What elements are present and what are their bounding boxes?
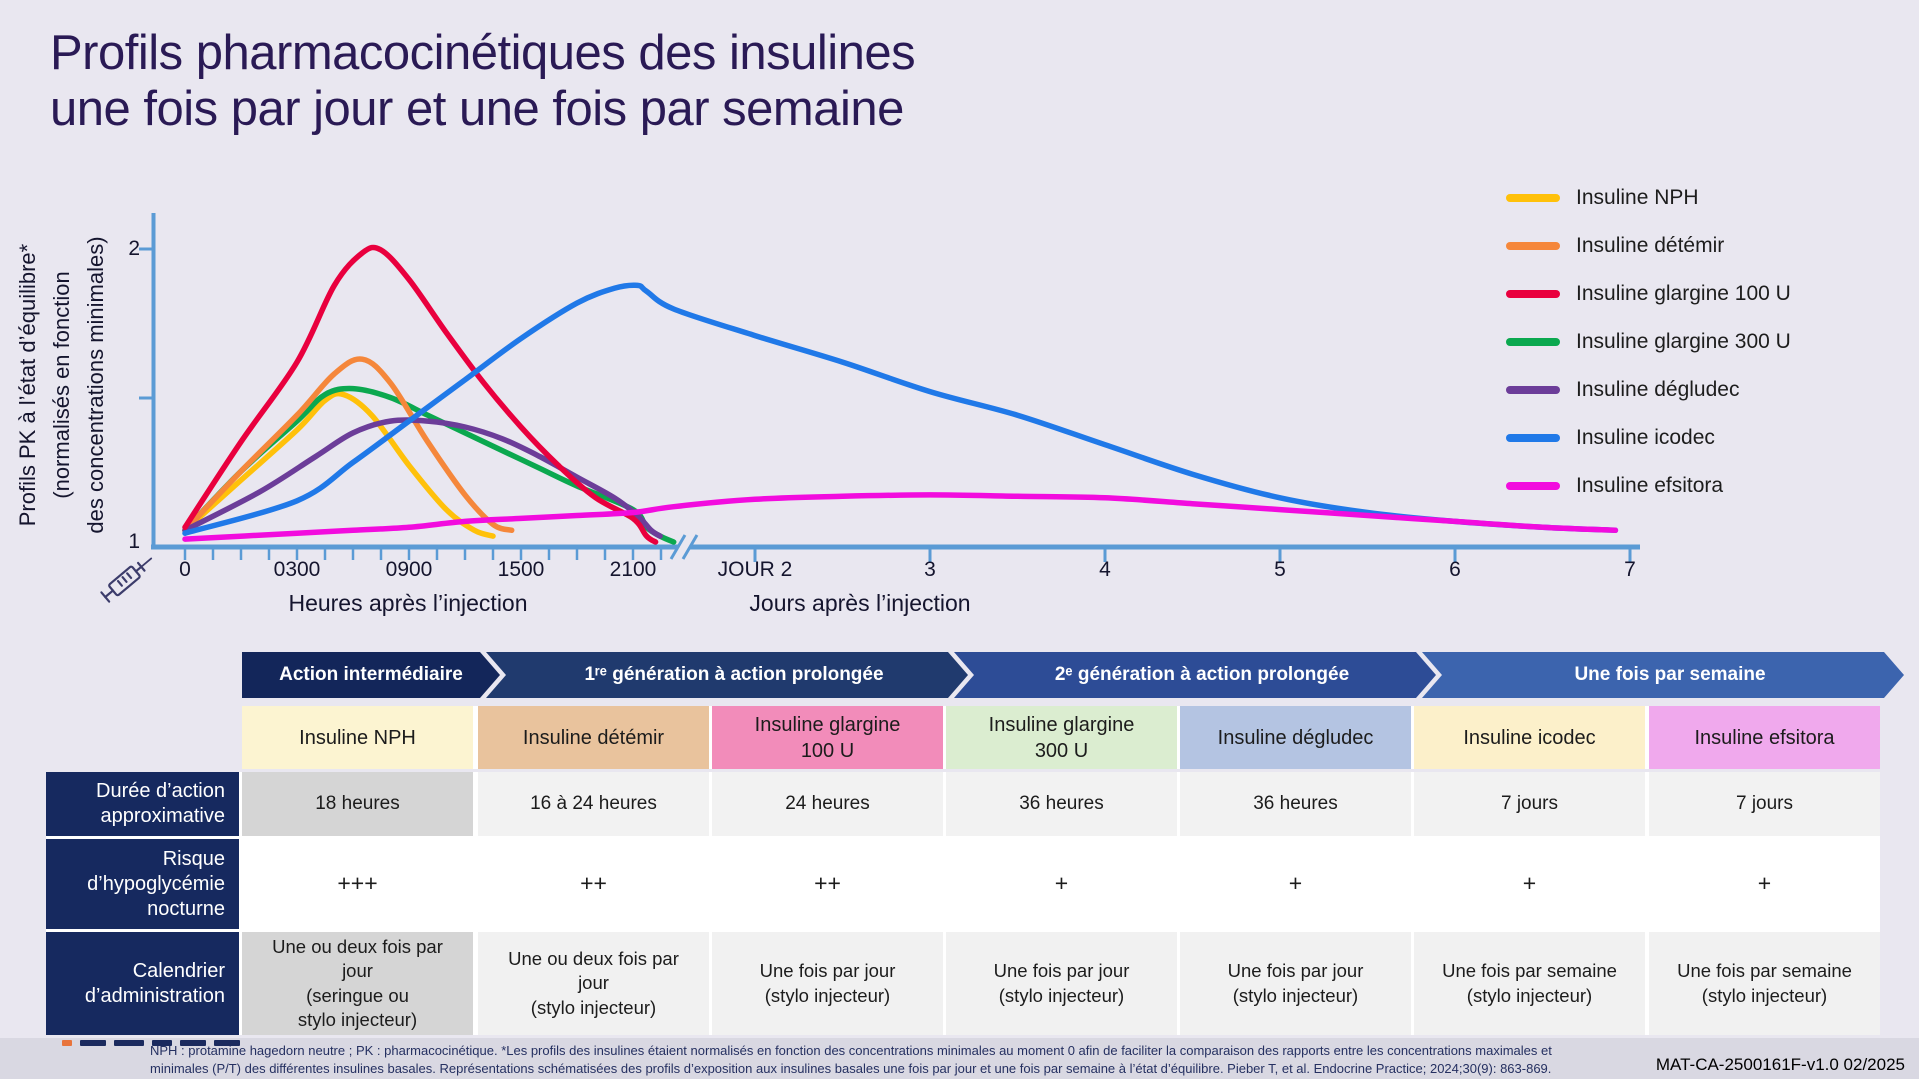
schedule-glargine300: Une fois par jour (stylo injecteur) (946, 932, 1177, 1035)
x-tick-0900: 0900 (385, 558, 433, 581)
col-header-efsitora: Insuline efsitora (1649, 706, 1880, 769)
legend-item-icodec: Insuline icodec (1506, 414, 1906, 462)
risk-icodec: + (1522, 870, 1537, 897)
curve-insuline-nph (182, 390, 496, 539)
col-header-degludec: Insuline dégludec (1180, 706, 1411, 769)
axis-break-slash (669, 534, 687, 560)
legend-item-nph: Insuline NPH (1506, 174, 1906, 222)
curve-insuline-glargine-100-u (182, 244, 659, 545)
legend-swatch (1506, 338, 1560, 346)
risk-degludec: + (1288, 870, 1303, 897)
segment-2e-generation: 2ᵉ génération à action prolongée (954, 652, 1436, 698)
risk-detemir: ++ (580, 870, 607, 897)
schedule-glargine100: Une fois par jour (stylo injecteur) (712, 932, 943, 1035)
duration-icodec: 7 jours (1414, 772, 1645, 836)
legend-item-glargine300: Insuline glargine 300 U (1506, 318, 1906, 366)
legend-item-degludec: Insuline dégludec (1506, 366, 1906, 414)
legend-label: Insuline détémir (1576, 234, 1725, 257)
x-tick-0: 0 (179, 558, 191, 581)
duration-detemir: 16 à 24 heures (478, 772, 709, 836)
row-label-risk: Risque d’hypoglycémie nocturne (46, 839, 239, 929)
risk-glargine100: ++ (814, 870, 841, 897)
legend-label: Insuline icodec (1576, 426, 1715, 449)
legend-label: Insuline glargine 100 U (1576, 282, 1791, 305)
x-tick-2100: 2100 (609, 558, 657, 581)
days-axis-caption: Jours après l’injection (749, 590, 971, 616)
segment-label: Action intermédiaire (279, 664, 463, 685)
schedule-degludec: Une fois par jour (stylo injecteur) (1180, 932, 1411, 1035)
legend-label: Insuline dégludec (1576, 378, 1740, 401)
segment-1re-generation: 1ʳᵉ génération à action prolongée (486, 652, 968, 698)
material-code: MAT-CA-2500161F-v1.0 02/2025 (1655, 1055, 1905, 1074)
legend-swatch (1506, 194, 1560, 202)
y-tick-1: 1 (128, 530, 140, 553)
duration-efsitora: 7 jours (1649, 772, 1880, 836)
legend-label: Insuline glargine 300 U (1576, 330, 1791, 353)
x-tick-day4: 4 (1099, 558, 1111, 581)
col-header-glargine300: Insuline glargine 300 U (946, 706, 1177, 769)
x-tick-1500: 1500 (497, 558, 545, 581)
curve-insuline-efsitora (182, 492, 1619, 542)
page-title: Profils pharmacocinétiques des insulines… (50, 26, 916, 136)
axis-break-gap (673, 532, 695, 562)
legend-swatch (1506, 386, 1560, 394)
x-tick-day6: 6 (1449, 558, 1461, 581)
duration-nph: 18 heures (242, 772, 473, 836)
schedule-efsitora: Une fois par semaine (stylo injecteur) (1649, 932, 1880, 1035)
footnote-text: NPH : protamine hagedorn neutre ; PK : p… (150, 1043, 1552, 1077)
curve-insuline-d-t-mir (182, 356, 515, 534)
col-header-detemir: Insuline détémir (478, 706, 709, 769)
schedule-icodec: Une fois par semaine (stylo injecteur) (1414, 932, 1645, 1035)
x-tick-day3: 3 (924, 558, 936, 581)
axis-break-slash (681, 534, 699, 560)
legend-item-glargine100: Insuline glargine 100 U (1506, 270, 1906, 318)
risk-glargine300: + (1054, 870, 1069, 897)
row-label-duration: Durée d’action approximative (46, 772, 239, 836)
y-tick-2: 2 (128, 237, 140, 260)
legend-label: Insuline efsitora (1576, 474, 1724, 497)
legend-item-efsitora: Insuline efsitora (1506, 462, 1906, 510)
segment-label: 1ʳᵉ génération à action prolongée (584, 664, 884, 685)
schedule-detemir: Une ou deux fois par jour (stylo injecte… (478, 932, 709, 1035)
chart-axes (139, 213, 1640, 562)
x-tick-day7: 7 (1624, 558, 1636, 581)
segment-action-intermediaire: Action intermédiaire (242, 652, 500, 698)
legend-swatch (1506, 482, 1560, 490)
footer-bar (0, 1038, 1919, 1079)
hours-axis-caption: Heures après l’injection (288, 590, 528, 616)
risk-nph: +++ (337, 870, 378, 897)
x-tick-jour2: JOUR 2 (717, 558, 793, 581)
legend-swatch (1506, 242, 1560, 250)
risk-efsitora: + (1757, 870, 1772, 897)
insulin-curves (182, 244, 1619, 545)
legend-label: Insuline NPH (1576, 186, 1699, 209)
duration-glargine100: 24 heures (712, 772, 943, 836)
row-label-schedule: Calendrier d’administration (46, 932, 239, 1035)
legend-swatch (1506, 290, 1560, 298)
duration-glargine300: 36 heures (946, 772, 1177, 836)
segment-label: Une fois par semaine (1574, 664, 1766, 685)
segment-une-fois-par-semaine: Une fois par semaine (1422, 652, 1904, 698)
y-axis-title: Profils PK à l’état d’équilibre* (normal… (15, 236, 108, 534)
legend-swatch (1506, 434, 1560, 442)
schedule-nph: Une ou deux fois par jour (seringue ou s… (242, 932, 473, 1035)
syringe-icon (100, 557, 153, 603)
col-header-icodec: Insuline icodec (1414, 706, 1645, 769)
duration-degludec: 36 heures (1180, 772, 1411, 836)
curve-insuline-icodec (182, 282, 1619, 536)
x-tick-day5: 5 (1274, 558, 1286, 581)
segment-label: 2ᵉ génération à action prolongée (1054, 664, 1350, 685)
legend-item-detemir: Insuline détémir (1506, 222, 1906, 270)
col-header-nph: Insuline NPH (242, 706, 473, 769)
x-tick-0300: 0300 (273, 558, 321, 581)
col-header-glargine100: Insuline glargine 100 U (712, 706, 943, 769)
